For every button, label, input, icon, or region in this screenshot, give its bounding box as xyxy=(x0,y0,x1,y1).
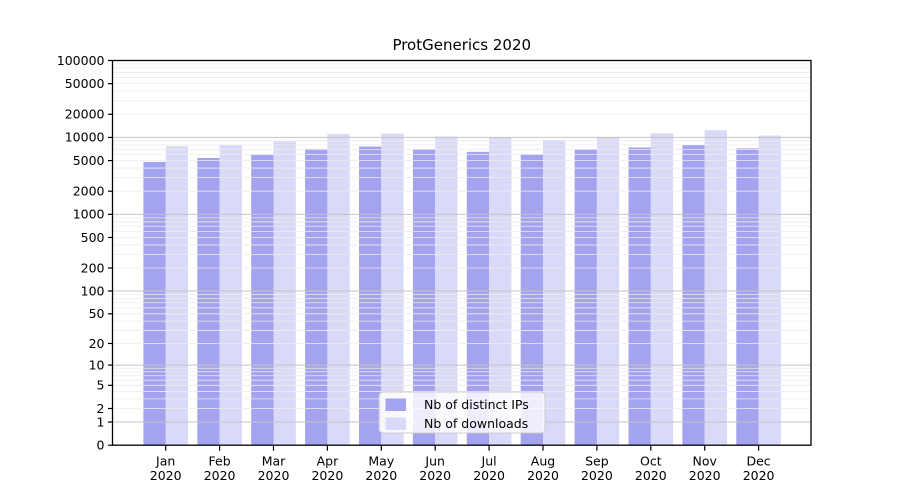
x-tick-label-month: Feb xyxy=(209,454,231,469)
bar-distinct-ips-jan xyxy=(143,161,166,446)
x-tick-label-month: Dec xyxy=(746,454,770,469)
bar-distinct-ips-oct xyxy=(628,147,651,446)
y-tick-label: 10 xyxy=(89,357,105,372)
bar-downloads-dec xyxy=(758,135,781,446)
x-tick-label-month: May xyxy=(368,454,394,469)
y-tick-label: 10000 xyxy=(65,130,105,145)
x-tick-label-month: Oct xyxy=(640,454,662,469)
gridlines-layer xyxy=(112,63,811,423)
x-tick-label-year: 2020 xyxy=(635,468,667,483)
bar-downloads-may xyxy=(381,133,404,446)
plot-border xyxy=(111,59,812,446)
x-axis: Jan2020Feb2020Mar2020Apr2020May2020Jun20… xyxy=(150,445,775,483)
y-tick-label: 2000 xyxy=(73,184,105,199)
y-tick-label: 20000 xyxy=(65,107,105,122)
bar-downloads-oct xyxy=(650,133,674,446)
x-tick-label-month: Jan xyxy=(155,454,175,469)
bar-distinct-ips-jun xyxy=(412,149,436,446)
y-tick-label: 0 xyxy=(97,438,105,453)
x-tick-label-year: 2020 xyxy=(473,468,505,483)
x-tick-label-year: 2020 xyxy=(311,468,343,483)
legend-box xyxy=(378,391,546,434)
bar-distinct-ips-feb xyxy=(197,158,220,446)
y-tick-label: 2 xyxy=(97,401,105,416)
bar-downloads-aug xyxy=(543,139,566,446)
x-tick-label-year: 2020 xyxy=(150,468,182,483)
y-tick-label: 100000 xyxy=(57,53,105,68)
x-tick-label-year: 2020 xyxy=(258,468,290,483)
x-tick-label-year: 2020 xyxy=(743,468,775,483)
x-tick-label-month: Apr xyxy=(317,454,339,469)
bar-distinct-ips-mar xyxy=(251,154,274,446)
x-tick-label-month: Sep xyxy=(585,454,609,469)
bar-distinct-ips-aug xyxy=(520,154,543,446)
legend: Nb of distinct IPs Nb of downloads xyxy=(378,391,546,434)
axes-box xyxy=(111,59,812,446)
x-tick-label-month: Jun xyxy=(424,454,445,469)
y-tick-label: 50000 xyxy=(65,76,105,91)
y-axis: 0 12 5 10 20 50 100 200 500 1000 2000 5000 10000 2000… xyxy=(57,53,113,453)
chart-title: ProtGenerics 2020 xyxy=(392,36,531,54)
x-tick-label-year: 2020 xyxy=(365,468,397,483)
x-tick-label-month: Mar xyxy=(262,454,286,469)
bar-downloads-feb xyxy=(219,144,242,446)
legend-label-distinct-ips: Nb of distinct IPs xyxy=(424,397,529,412)
y-tick-label: 1000 xyxy=(73,207,105,222)
bar-downloads-apr xyxy=(327,133,350,446)
x-tick-label-month: Aug xyxy=(531,454,555,469)
bar-downloads-jan xyxy=(165,146,188,446)
legend-swatch-distinct-ips xyxy=(385,398,406,411)
y-tick-label: 500 xyxy=(81,230,105,245)
x-tick-label-month: Nov xyxy=(692,454,717,469)
x-tick-label-year: 2020 xyxy=(527,468,559,483)
x-tick-label-month: Jul xyxy=(481,454,497,469)
bar-distinct-ips-apr xyxy=(305,148,328,446)
y-tick-label: 5 xyxy=(97,378,105,393)
bar-distinct-ips-nov xyxy=(682,144,705,446)
bar-downloads-nov xyxy=(704,130,727,446)
x-tick-label-year: 2020 xyxy=(419,468,451,483)
y-tick-label: 5000 xyxy=(73,153,105,168)
x-tick-label-year: 2020 xyxy=(581,468,613,483)
legend-swatch-downloads xyxy=(385,417,406,430)
y-tick-label: 20 xyxy=(89,336,105,351)
bar-distinct-ips-sep xyxy=(574,149,597,446)
bar-downloads-mar xyxy=(273,141,296,446)
y-tick-label: 1 xyxy=(97,414,105,429)
x-tick-label-year: 2020 xyxy=(689,468,721,483)
legend-label-downloads: Nb of downloads xyxy=(424,416,528,431)
y-tick-label: 200 xyxy=(81,260,105,275)
y-tick-label: 50 xyxy=(89,306,105,321)
bar-distinct-ips-may xyxy=(359,146,382,446)
y-tick-label: 100 xyxy=(81,283,105,298)
bar-distinct-ips-dec xyxy=(736,148,759,446)
x-tick-label-year: 2020 xyxy=(204,468,236,483)
